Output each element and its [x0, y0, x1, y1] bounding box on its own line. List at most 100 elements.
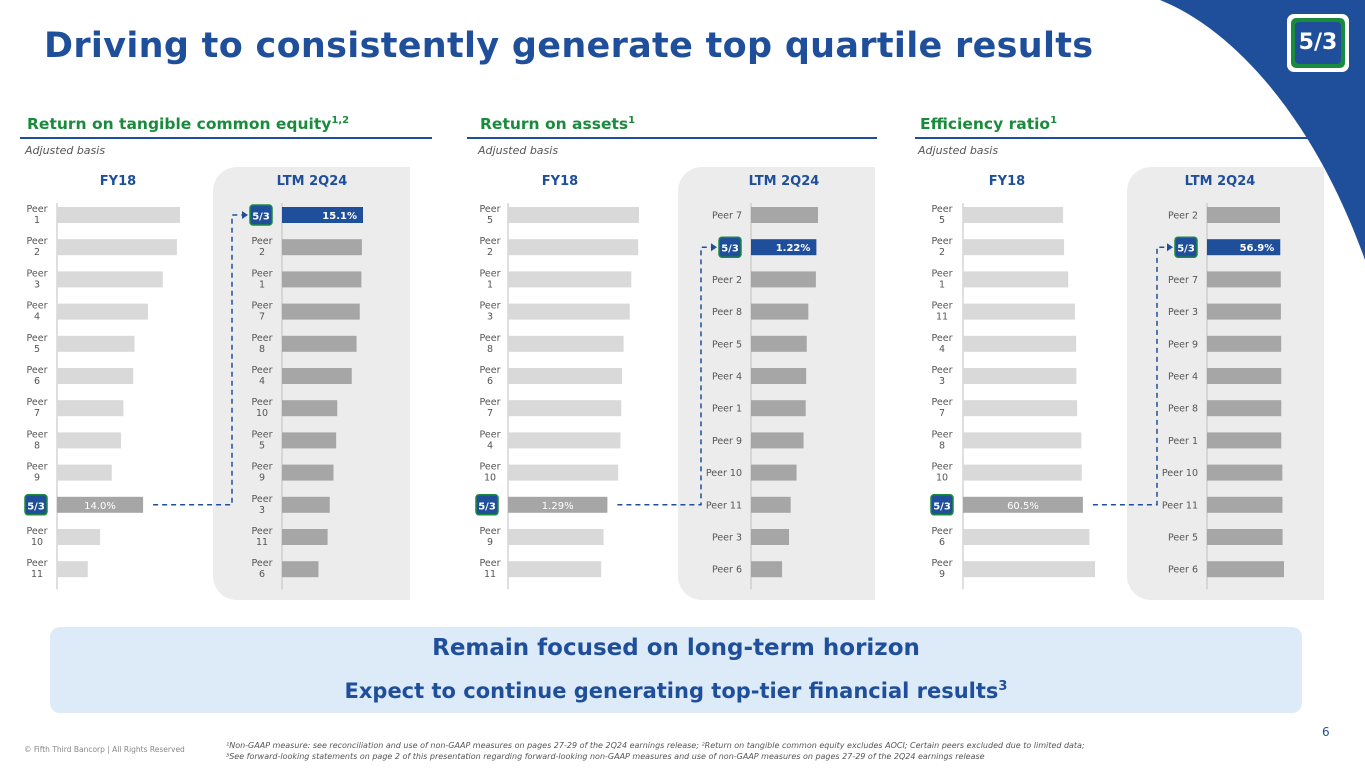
- category-label: Peer 9: [712, 436, 742, 447]
- category-label: 5: [939, 215, 945, 226]
- category-label: 5: [487, 215, 493, 226]
- page-title: Driving to consistently generate top qua…: [44, 26, 1094, 66]
- category-label: Peer: [27, 301, 48, 312]
- bar: [1207, 303, 1281, 320]
- category-label: Peer: [27, 333, 48, 344]
- category-label: Peer: [932, 526, 953, 537]
- category-label: Peer: [252, 558, 273, 569]
- bar: [282, 561, 319, 578]
- category-label: 8: [487, 344, 493, 355]
- category-label: 9: [487, 537, 493, 548]
- bar: [57, 496, 144, 513]
- bar: [963, 432, 1082, 449]
- section-basis: Adjusted basis: [918, 144, 999, 157]
- footnote-1: ¹Non-GAAP measure: see reconciliation an…: [226, 741, 1085, 750]
- bar: [751, 368, 807, 384]
- col-head-ltm: LTM 2Q24: [748, 174, 820, 189]
- category-label: 8: [259, 344, 265, 355]
- category-label: Peer: [480, 397, 501, 408]
- connector-arrowhead: [1167, 243, 1173, 252]
- category-label: Peer: [480, 429, 501, 440]
- bar: [508, 529, 604, 545]
- fifth-third-bar-logo: [930, 494, 954, 516]
- category-label: 2: [34, 247, 40, 258]
- bar: [508, 239, 639, 256]
- bar: [751, 432, 804, 449]
- category-label: Peer 11: [706, 500, 742, 511]
- category-label: 6: [939, 537, 945, 548]
- category-label: 7: [259, 312, 265, 323]
- data-label: 56.9%: [1240, 243, 1275, 254]
- fifth-third-bar-logo: [718, 236, 742, 258]
- bar: [508, 400, 622, 417]
- category-label: 4: [34, 312, 40, 323]
- category-label: Peer: [252, 333, 273, 344]
- fifth-third-bar-logo-text: 5/3: [27, 501, 45, 512]
- category-label: Peer: [252, 236, 273, 247]
- category-label: Peer 6: [1168, 565, 1198, 576]
- section-rule: [915, 137, 1322, 139]
- category-label: Peer 11: [1162, 500, 1198, 511]
- bar: [282, 400, 338, 417]
- category-label: Peer: [932, 236, 953, 247]
- bar: [1207, 464, 1283, 481]
- category-label: Peer: [932, 365, 953, 376]
- category-label: 9: [34, 473, 40, 484]
- category-label: 10: [936, 473, 948, 484]
- fifth-third-bar-logo-text: 5/3: [721, 244, 739, 255]
- footnotes: ¹Non-GAAP measure: see reconciliation an…: [226, 740, 1286, 762]
- fifth-third-bar-logo-text: 5/3: [933, 501, 951, 512]
- category-label: Peer: [480, 365, 501, 376]
- bar: [963, 561, 1095, 578]
- category-label: Peer: [252, 526, 273, 537]
- category-label: 7: [939, 408, 945, 419]
- category-label: 3: [939, 376, 945, 387]
- category-label: 1: [34, 215, 40, 226]
- category-label: Peer: [27, 268, 48, 279]
- bar: [751, 529, 790, 545]
- bar: [751, 561, 783, 578]
- category-label: 11: [256, 537, 268, 548]
- category-label: 9: [259, 473, 265, 484]
- col-head-ltm: LTM 2Q24: [276, 174, 348, 189]
- bar: [751, 335, 807, 352]
- bar: [963, 335, 1077, 352]
- category-label: Peer 9: [1168, 339, 1198, 350]
- section-title-roa: Return on assets1: [480, 115, 636, 134]
- summary-line-1: Remain focused on long-term horizon: [432, 635, 920, 661]
- bar: [751, 303, 809, 320]
- bar: [1207, 496, 1283, 513]
- data-label: 14.0%: [84, 501, 116, 512]
- category-label: Peer: [27, 236, 48, 247]
- category-label: Peer: [932, 333, 953, 344]
- bar: [1207, 561, 1284, 578]
- connector-dashed-line: [153, 214, 246, 506]
- section-basis: Adjusted basis: [478, 144, 559, 157]
- category-label: Peer 10: [706, 468, 742, 479]
- category-label: Peer: [932, 429, 953, 440]
- fifth-third-bar-logo: [475, 494, 499, 516]
- fifth-third-bar-logo: [24, 494, 48, 516]
- category-label: 3: [487, 312, 493, 323]
- category-label: Peer: [27, 462, 48, 473]
- category-label: 7: [487, 408, 493, 419]
- bar: [282, 271, 362, 288]
- category-label: Peer: [480, 236, 501, 247]
- bar: [963, 496, 1083, 513]
- col-head-fy18: FY18: [99, 174, 137, 189]
- category-label: 11: [936, 312, 948, 323]
- bar: [963, 271, 1069, 288]
- category-label: Peer 4: [1168, 372, 1198, 383]
- category-label: 6: [34, 376, 40, 387]
- category-label: Peer 8: [1168, 404, 1198, 415]
- category-label: Peer: [932, 268, 953, 279]
- bar: [1207, 271, 1281, 288]
- category-label: Peer 5: [712, 339, 742, 350]
- category-label: 11: [484, 569, 496, 580]
- category-label: Peer: [27, 526, 48, 537]
- category-label: 2: [259, 247, 265, 258]
- fifth-third-bar-logo-text: 5/3: [478, 501, 496, 512]
- bar: [282, 529, 328, 545]
- category-label: 8: [939, 440, 945, 451]
- category-label: 4: [487, 440, 493, 451]
